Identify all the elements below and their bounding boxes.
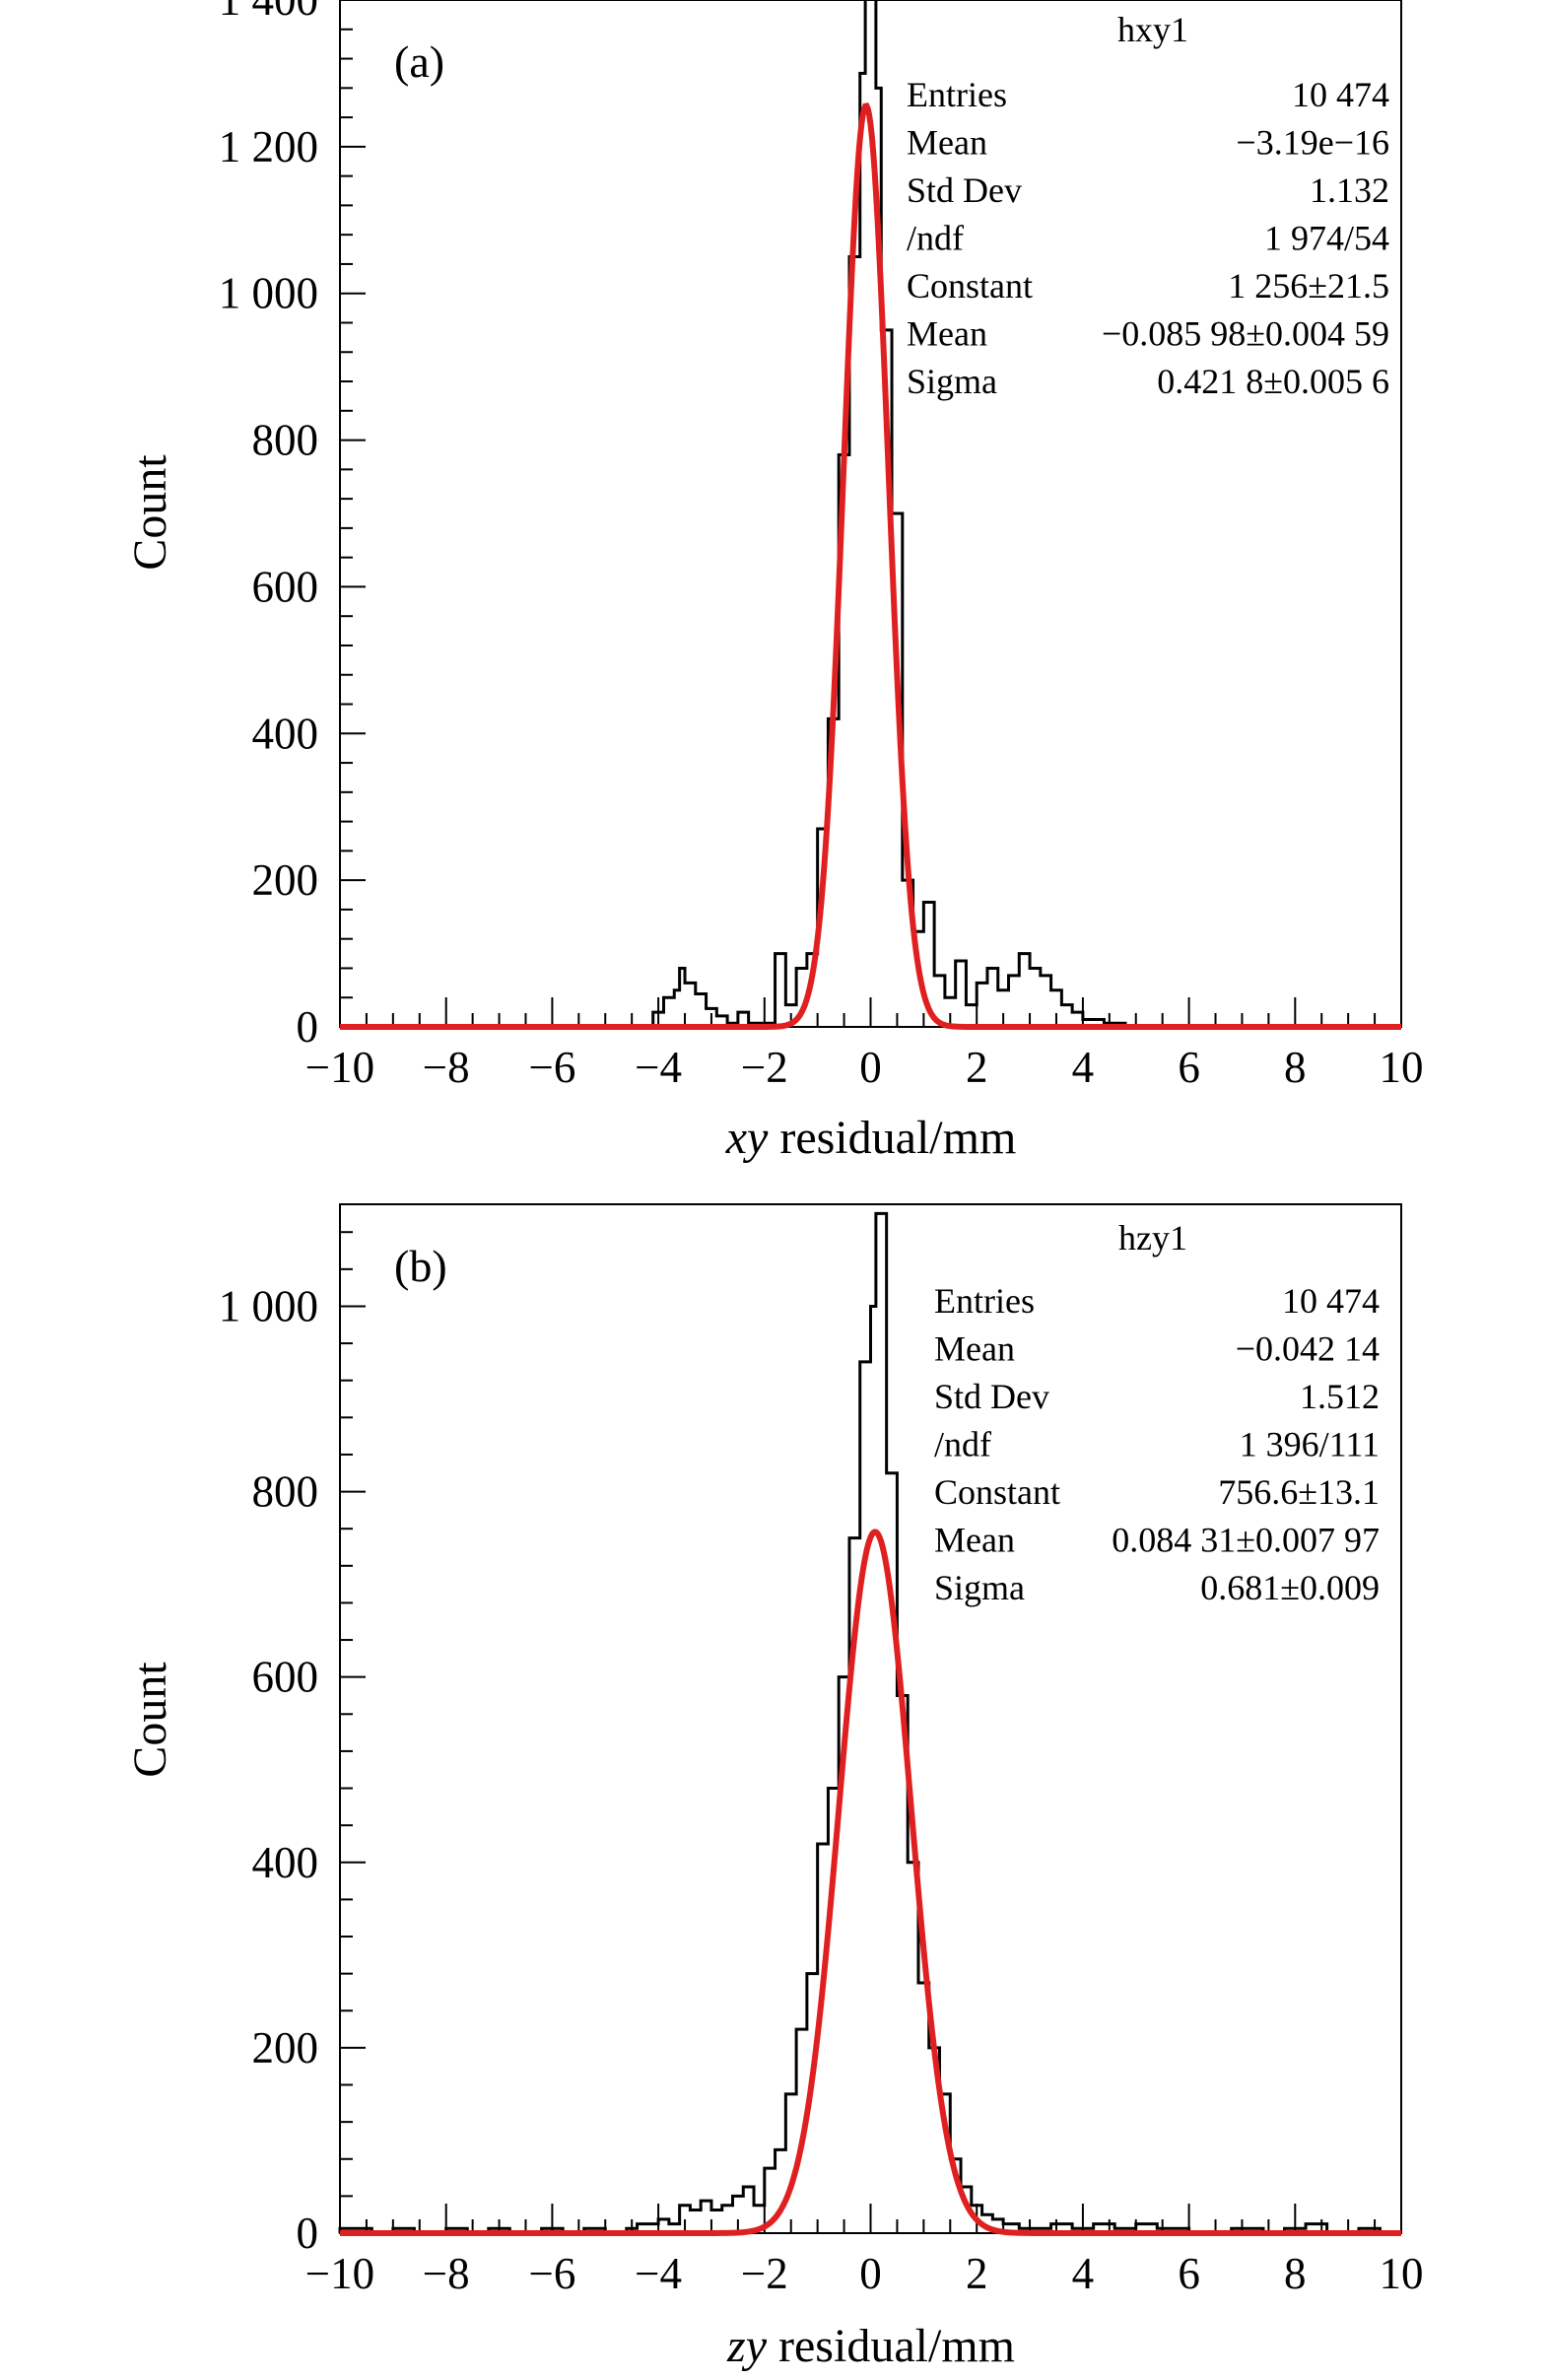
y-tick-label: 400 <box>252 1838 319 1887</box>
x-tick-label: −6 <box>528 1043 575 1092</box>
x-axis-tick-labels: −10 −8 −6 −4 −2 0 2 4 6 8 10 <box>305 1043 1424 1092</box>
histogram-line <box>338 1211 1401 2235</box>
histogram-name: hxy1 <box>1117 10 1188 49</box>
y-tick-label: 1 000 <box>219 1281 318 1330</box>
stats-value: 1 396/111 <box>1240 1425 1380 1464</box>
stats-label: Entries <box>934 1281 1035 1321</box>
y-tick-label: 0 <box>297 1002 319 1052</box>
x-tick-label: 0 <box>859 2249 882 2298</box>
x-axis-title: xy residual/mm <box>725 1112 1017 1164</box>
stats-label: Mean <box>907 123 987 163</box>
y-axis-ticks <box>340 1231 366 2234</box>
y-tick-label: 200 <box>252 855 319 905</box>
x-tick-label: 8 <box>1284 1043 1307 1092</box>
x-tick-label: 0 <box>859 1043 882 1092</box>
panel-label: (a) <box>394 36 444 87</box>
x-axis-title-rest: residual/mm <box>767 2320 1015 2372</box>
stats-box: Entries 10 474 Mean −3.19e−16 Std Dev 1.132/n… <box>907 75 1389 401</box>
y-tick-label: 1 000 <box>219 269 318 318</box>
stats-value: −0.042 14 <box>1236 1329 1380 1369</box>
y-axis-ticks <box>340 0 366 1028</box>
stats-label: Std Dev <box>934 1377 1049 1416</box>
stats-label: Constant <box>907 266 1033 306</box>
stats-label: Sigma <box>934 1568 1025 1607</box>
stats-label: /ndf <box>907 219 964 258</box>
stats-value: −0.085 98±0.004 59 <box>1102 314 1389 354</box>
y-tick-label: 1 200 <box>219 122 318 171</box>
y-axis-title: Count <box>124 454 176 571</box>
x-tick-label: −6 <box>528 2249 575 2298</box>
y-axis-tick-labels: 0 200 400 600 800 1 000 1 200 1 400 <box>219 0 318 1052</box>
x-tick-label: 8 <box>1284 2249 1307 2298</box>
stats-value: 1.512 <box>1300 1377 1380 1416</box>
stats-label: Mean <box>907 314 987 354</box>
stats-value: 0.084 31±0.007 97 <box>1112 1521 1380 1560</box>
stats-label: Mean <box>934 1521 1015 1560</box>
histogram-line <box>340 0 1401 1029</box>
stats-label: Entries <box>907 75 1007 114</box>
x-tick-label: −2 <box>741 1043 788 1092</box>
x-tick-label: 10 <box>1380 2249 1424 2298</box>
y-tick-label: 0 <box>297 2209 319 2258</box>
stats-value: 0.421 8±0.005 6 <box>1157 362 1389 401</box>
stats-value: 1 256±21.5 <box>1228 266 1389 306</box>
y-tick-label: 1 400 <box>219 0 318 25</box>
x-tick-label: 6 <box>1178 1043 1200 1092</box>
stats-label: Constant <box>934 1472 1060 1512</box>
stats-label: Mean <box>934 1329 1015 1369</box>
y-axis-tick-labels: 0 200 400 600 800 1 000 <box>219 1281 318 2258</box>
stats-value: 10 474 <box>1282 1281 1380 1321</box>
x-axis-tick-labels: −10 −8 −6 −4 −2 0 2 4 6 8 10 <box>305 2249 1424 2298</box>
x-tick-label: 6 <box>1178 2249 1200 2298</box>
x-axis-title: zy residual/mm <box>726 2320 1015 2372</box>
y-tick-label: 800 <box>252 1467 319 1517</box>
y-tick-label: 600 <box>252 562 319 611</box>
histogram-name: hzy1 <box>1118 1218 1187 1258</box>
x-tick-label: 4 <box>1072 2249 1095 2298</box>
x-axis-title-rest: residual/mm <box>768 1112 1016 1164</box>
panel-b: 0 200 400 600 800 1 000 −10 −8 −6 −4 −2 0 2 4 6 8 10 (b… <box>124 1203 1424 2372</box>
panel-label: (b) <box>394 1241 447 1291</box>
y-axis-title: Count <box>124 1662 176 1778</box>
x-tick-label: 2 <box>966 1043 988 1092</box>
x-axis-ticks <box>339 997 1402 1027</box>
x-tick-label: 2 <box>966 2249 988 2298</box>
x-tick-label: −8 <box>423 2249 470 2298</box>
gaussian-fit-curve <box>340 102 1401 1030</box>
x-axis-title-italic: xy <box>725 1112 769 1164</box>
y-tick-label: 800 <box>252 416 319 465</box>
x-tick-label: −10 <box>305 1043 374 1092</box>
stats-value: −3.19e−16 <box>1236 123 1389 163</box>
stats-value: 1 974/54 <box>1264 219 1389 258</box>
stats-value: 1.132 <box>1310 170 1389 210</box>
stats-box: Entries 10 474 Mean −0.042 14 Std Dev 1.512/n… <box>934 1281 1380 1607</box>
x-axis-title-italic: zy <box>726 2320 768 2372</box>
stats-label: Std Dev <box>907 170 1022 210</box>
x-tick-label: −10 <box>305 2249 374 2298</box>
x-tick-label: −4 <box>635 1043 682 1092</box>
stats-value: 0.681±0.009 <box>1200 1568 1380 1607</box>
stats-label: /ndf <box>934 1425 991 1464</box>
panel-a: 0 200 400 600 800 1 000 1 200 1 400 −10 −8 −6 −4 −2… <box>124 0 1424 1164</box>
stats-label: Sigma <box>907 362 997 401</box>
stats-value: 756.6±13.1 <box>1218 1472 1380 1512</box>
stats-value: 10 474 <box>1292 75 1389 114</box>
x-tick-label: 4 <box>1072 1043 1095 1092</box>
x-tick-label: −2 <box>741 2249 788 2298</box>
gaussian-fit-curve <box>340 1529 1401 2236</box>
x-tick-label: −4 <box>635 2249 682 2298</box>
x-tick-label: −8 <box>423 1043 470 1092</box>
y-tick-label: 200 <box>252 2023 319 2073</box>
y-tick-label: 400 <box>252 709 319 758</box>
y-tick-label: 600 <box>252 1653 319 1702</box>
x-tick-label: 10 <box>1380 1043 1424 1092</box>
